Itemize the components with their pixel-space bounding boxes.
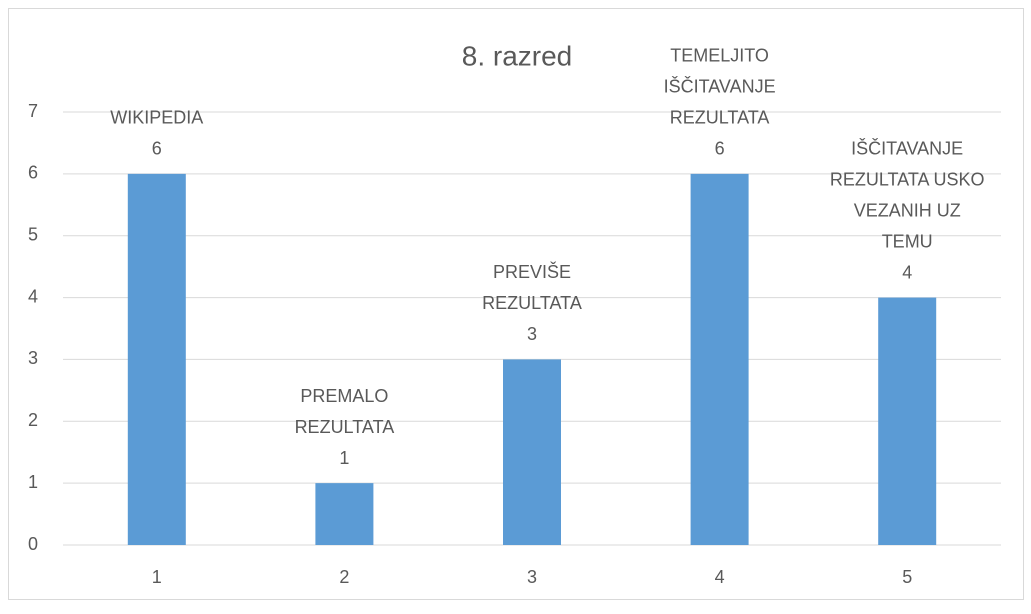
bar (503, 359, 561, 545)
data-label: 1 (339, 448, 349, 468)
data-label: 6 (152, 139, 162, 159)
x-tick-label: 1 (152, 567, 162, 587)
y-tick-label: 3 (28, 348, 38, 368)
annotation: PREVIŠE (493, 261, 571, 282)
annotation: TEMELJITO (670, 46, 769, 66)
annotation: VEZANIH UZ (854, 200, 961, 220)
x-tick-label: 5 (902, 567, 912, 587)
data-label: 6 (715, 139, 725, 159)
x-tick-label: 2 (339, 567, 349, 587)
chart-title: 8. razred (462, 40, 573, 71)
y-tick-label: 0 (28, 534, 38, 554)
bar (315, 483, 374, 545)
annotation: WIKIPEDIA (110, 108, 203, 128)
y-tick-label: 4 (28, 286, 38, 306)
y-tick-label: 6 (28, 163, 38, 183)
annotation: IŠČITAVANJE (664, 76, 776, 97)
y-tick-label: 5 (28, 224, 38, 244)
annotation: PREMALO (300, 386, 388, 406)
x-tick-label: 3 (527, 567, 537, 587)
annotation: REZULTATA USKO (830, 169, 985, 189)
annotation: REZULTATA (295, 417, 395, 437)
bar (690, 173, 749, 545)
annotation: REZULTATA (670, 108, 770, 128)
y-tick-label: 7 (28, 101, 38, 121)
bar (127, 173, 186, 545)
data-label: 4 (902, 262, 912, 282)
annotation: REZULTATA (482, 293, 582, 313)
bar (878, 297, 937, 545)
y-tick-label: 1 (28, 472, 38, 492)
annotation: IŠČITAVANJE (851, 137, 963, 158)
y-tick-label: 2 (28, 410, 38, 430)
annotation: TEMU (882, 231, 933, 251)
x-tick-label: 4 (715, 567, 725, 587)
data-label: 3 (527, 324, 537, 344)
